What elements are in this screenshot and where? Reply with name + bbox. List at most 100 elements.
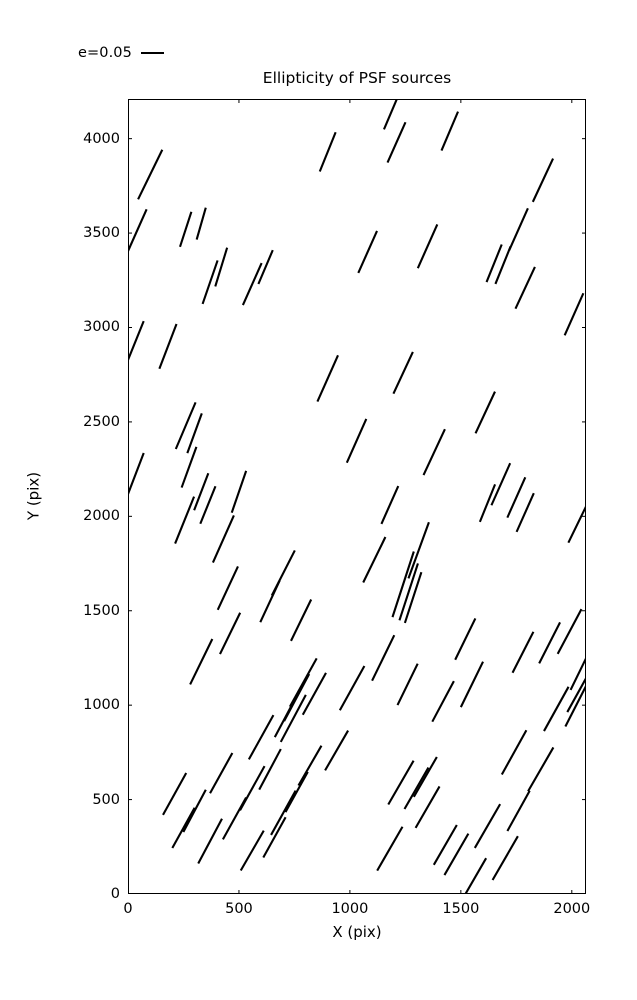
whisker-mark [197,818,223,864]
whisker-mark [506,790,531,832]
whisker-mark [257,249,274,285]
y-tick-label: 4000 [83,130,120,147]
whisker-mark [383,99,399,130]
whisker-mark [508,207,529,251]
whisker-mark [531,158,555,203]
y-tick-label: 2500 [83,413,120,430]
whisker-mark [301,672,327,716]
whisker-mark [258,748,282,791]
whisker-mark [182,789,207,833]
x-tick-label: 500 [225,901,253,917]
whisker-mark [454,617,477,661]
whisker-mark [403,767,430,810]
whisker-mark [230,470,248,514]
whisker-mark [290,599,313,642]
y-tick-label: 1000 [83,696,120,713]
y-tick-label: 0 [110,885,120,902]
whisker-mark [538,621,561,664]
whisker-mark [180,446,198,488]
whisker-mark [506,476,527,519]
whisker-mark [162,772,188,816]
whisker-mark [219,612,242,655]
whisker-mark [214,247,229,287]
whisker-mark [284,771,309,813]
whisker-mark [195,207,207,240]
plot-axes [128,99,586,894]
whisker-mark [239,765,266,811]
whisker-mark [189,638,214,685]
whisker-mark [193,472,210,511]
whisker-mark [459,661,484,708]
y-tick-label: 3500 [83,224,120,241]
whisker-mark [564,683,586,727]
whisker-mark [403,571,423,624]
whisker-marks [128,99,586,894]
whisker-mark [474,391,496,434]
whisker-mark [137,149,164,200]
legend-label: e=0.05 [78,45,132,61]
whisker-mark [158,323,178,370]
whisker-mark [270,790,297,836]
whisker-mark [376,826,404,872]
whisker-mark [345,418,368,464]
whisker-data-layer [128,99,586,894]
whisker-mark [199,485,217,525]
whisker-mark [391,551,415,618]
whisker-mark [543,686,570,732]
whisker-mark [289,657,318,708]
whisker-mark [174,496,196,544]
whisker-mark [239,830,265,872]
y-tick-label: 1500 [83,602,120,619]
y-tick-label: 3000 [83,319,120,336]
x-tick-label: 2000 [553,901,591,917]
whisker-mark [247,714,275,760]
whisker-mark [387,760,415,806]
whisker-mark [297,745,323,787]
whisker-mark [270,549,296,596]
whisker-mark [473,803,502,849]
whisker-mark [386,121,407,164]
whisker-mark [515,492,535,533]
whisker-mark [241,262,263,306]
whisker-mark [396,663,419,706]
whisker-mark [440,111,459,151]
whisker-mark [338,665,366,711]
whisker-mark [398,563,419,621]
whisker-mark [490,462,512,506]
whisker-mark [318,131,337,172]
whisker-mark [527,746,555,792]
whisker-mark [371,634,396,682]
whisker-mark [179,211,193,248]
whisker-mark [201,260,219,305]
whisker-mark [262,816,287,858]
whisker-mark [494,246,512,285]
whisker-mark [128,208,148,254]
whisker-mark [128,320,145,361]
whisker-mark [443,833,470,876]
whisker-mark [186,413,203,454]
whisker-mark [511,631,535,674]
whisker-mark [431,680,455,723]
whisker-mark [563,292,585,336]
whisker-mark [412,756,438,798]
axis-tick-marks [128,99,586,894]
y-tick-label: 2000 [83,508,120,525]
whisker-mark [514,266,536,310]
whisker-mark [500,729,528,776]
whisker-mark [569,655,586,691]
scale-bar-icon [140,52,164,55]
x-tick-label: 0 [123,901,133,917]
whisker-mark [407,521,430,579]
whisker-mark [416,224,439,269]
whisker-mark [485,244,503,283]
x-axis-label: X (pix) [332,923,382,941]
x-tick-label: 1500 [442,901,480,917]
whisker-mark [491,835,519,881]
whisker-mark [392,351,414,395]
whisker-mark [211,515,235,563]
whisker-mark [567,504,586,544]
whisker-mark [279,694,307,743]
whisker-mark [324,730,349,771]
whisker-mark [357,230,378,274]
